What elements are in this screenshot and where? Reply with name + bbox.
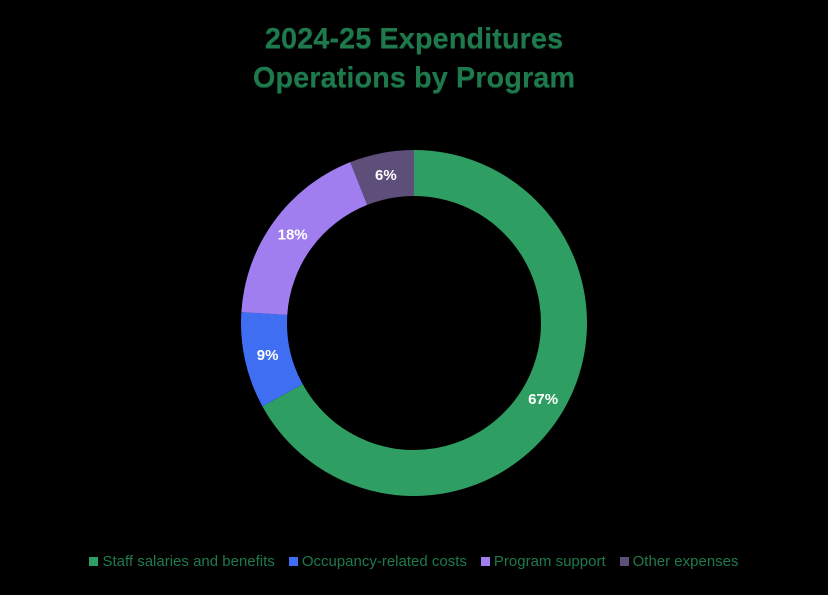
- legend-item-occupancy: Occupancy-related costs: [288, 553, 467, 570]
- data-label-program-support: 18%: [278, 226, 308, 243]
- donut-slice-occupancy: [241, 312, 303, 407]
- donut-slice-other: [350, 150, 414, 205]
- legend-swatch-occupancy: [288, 557, 298, 566]
- legend-label-program-support: Program support: [493, 553, 606, 570]
- data-label-occupancy: 9%: [257, 347, 279, 364]
- legend-item-other: Other expenses: [619, 553, 739, 570]
- legend-item-program-support: Program support: [480, 553, 606, 570]
- legend-swatch-program-support: [480, 557, 490, 566]
- chart-title: 2024-25 Expenditures: [264, 23, 564, 55]
- legend-label-other: Other expenses: [632, 553, 739, 570]
- data-label-other: 6%: [375, 167, 397, 184]
- chart-subtitle: Operations by Program: [252, 62, 576, 94]
- legend-swatch-other: [619, 557, 629, 566]
- donut-slice-program-support: [241, 162, 368, 316]
- data-label-staff: 67%: [528, 391, 558, 408]
- legend-label-occupancy: Occupancy-related costs: [301, 553, 467, 570]
- chart-legend: Staff salaries and benefits Occupancy-re…: [0, 553, 828, 570]
- legend-swatch-staff: [89, 557, 99, 566]
- legend-label-staff: Staff salaries and benefits: [102, 553, 275, 570]
- legend-item-staff: Staff salaries and benefits: [89, 553, 275, 570]
